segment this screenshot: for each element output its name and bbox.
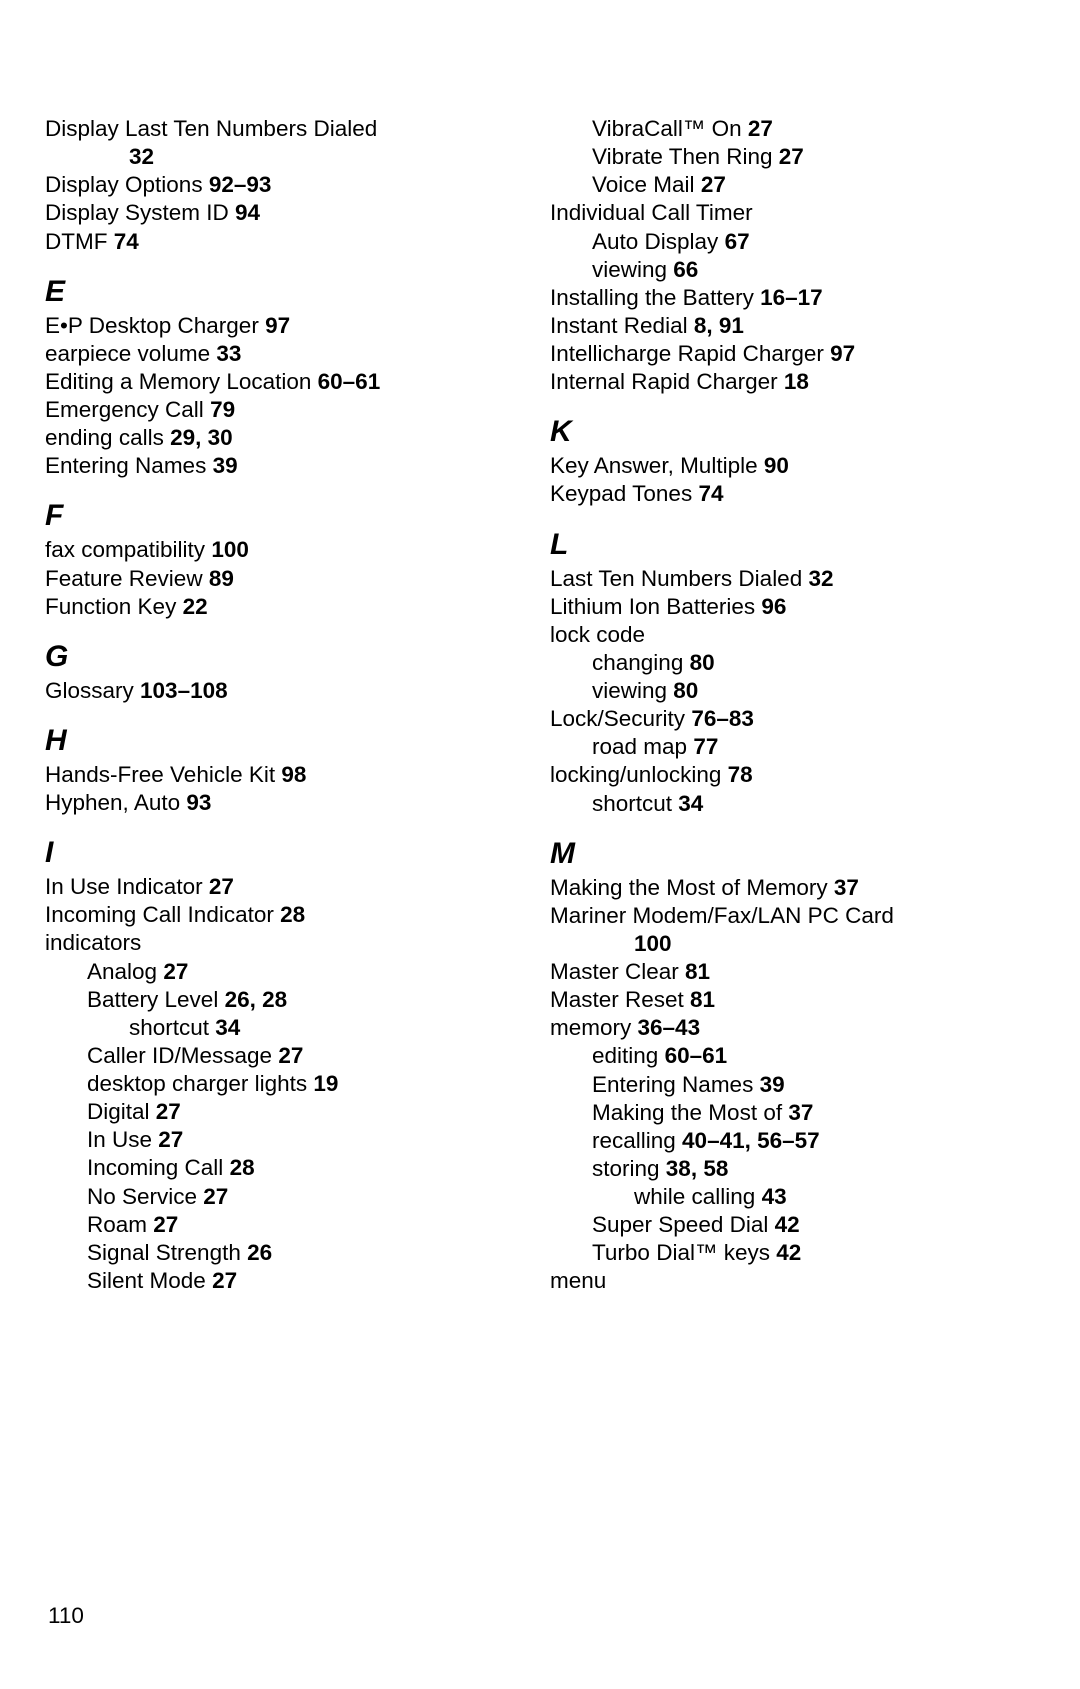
- index-entry: 32: [45, 143, 530, 171]
- index-entry: Lock/Security 76–83: [550, 705, 1035, 733]
- index-entry: Master Reset 81: [550, 986, 1035, 1014]
- group-i-cont: VibraCall™ On 27Vibrate Then Ring 27Voic…: [550, 115, 1035, 396]
- index-entry: Caller ID/Message 27: [45, 1042, 530, 1070]
- group-l: Last Ten Numbers Dialed 32Lithium Ion Ba…: [550, 565, 1035, 818]
- index-entry: Intellicharge Rapid Charger 97: [550, 340, 1035, 368]
- left-column: Display Last Ten Numbers Dialed32Display…: [45, 115, 530, 1296]
- index-entry: Mariner Modem/Fax/LAN PC Card: [550, 902, 1035, 930]
- index-entry: ending calls 29, 30: [45, 424, 530, 452]
- index-entry: 100: [550, 930, 1035, 958]
- index-entry: while calling 43: [550, 1183, 1035, 1211]
- index-entry: No Service 27: [45, 1183, 530, 1211]
- group-f: fax compatibility 100Feature Review 89Fu…: [45, 536, 530, 620]
- heading-e: E: [45, 274, 530, 310]
- index-entry: Function Key 22: [45, 593, 530, 621]
- group-h: Hands-Free Vehicle Kit 98Hyphen, Auto 93: [45, 761, 530, 817]
- index-entry: E•P Desktop Charger 97: [45, 312, 530, 340]
- index-entry: Internal Rapid Charger 18: [550, 368, 1035, 396]
- index-entry: Voice Mail 27: [550, 171, 1035, 199]
- index-entry: Battery Level 26, 28: [45, 986, 530, 1014]
- index-entry: indicators: [45, 929, 530, 957]
- group-k: Key Answer, Multiple 90Keypad Tones 74: [550, 452, 1035, 508]
- index-entry: Incoming Call 28: [45, 1154, 530, 1182]
- index-entry: Last Ten Numbers Dialed 32: [550, 565, 1035, 593]
- index-entry: Hyphen, Auto 93: [45, 789, 530, 817]
- heading-f: F: [45, 498, 530, 534]
- heading-h: H: [45, 723, 530, 759]
- index-entry: Editing a Memory Location 60–61: [45, 368, 530, 396]
- index-entry: Incoming Call Indicator 28: [45, 901, 530, 929]
- index-entry: Hands-Free Vehicle Kit 98: [45, 761, 530, 789]
- index-entry: storing 38, 58: [550, 1155, 1035, 1183]
- index-entry: Making the Most of 37: [550, 1099, 1035, 1127]
- index-entry: Vibrate Then Ring 27: [550, 143, 1035, 171]
- index-entry: Super Speed Dial 42: [550, 1211, 1035, 1239]
- index-entry: viewing 66: [550, 256, 1035, 284]
- index-entry: Feature Review 89: [45, 565, 530, 593]
- index-entry: Installing the Battery 16–17: [550, 284, 1035, 312]
- index-entry: Roam 27: [45, 1211, 530, 1239]
- index-entry: In Use Indicator 27: [45, 873, 530, 901]
- index-entry: Digital 27: [45, 1098, 530, 1126]
- index-entry: recalling 40–41, 56–57: [550, 1127, 1035, 1155]
- index-entry: menu: [550, 1267, 1035, 1295]
- index-entry: desktop charger lights 19: [45, 1070, 530, 1098]
- group-g: Glossary 103–108: [45, 677, 530, 705]
- index-entry: VibraCall™ On 27: [550, 115, 1035, 143]
- index-entry: Key Answer, Multiple 90: [550, 452, 1035, 480]
- index-entry: shortcut 34: [45, 1014, 530, 1042]
- group-m: Making the Most of Memory 37Mariner Mode…: [550, 874, 1035, 1296]
- index-entry: Keypad Tones 74: [550, 480, 1035, 508]
- index-entry: Turbo Dial™ keys 42: [550, 1239, 1035, 1267]
- page-number: 110: [48, 1603, 84, 1629]
- heading-m: M: [550, 836, 1035, 872]
- index-entry: Entering Names 39: [550, 1071, 1035, 1099]
- heading-i: I: [45, 835, 530, 871]
- index-columns: Display Last Ten Numbers Dialed32Display…: [45, 115, 1035, 1296]
- index-entry: Master Clear 81: [550, 958, 1035, 986]
- group-pre: Display Last Ten Numbers Dialed32Display…: [45, 115, 530, 256]
- index-entry: Instant Redial 8, 91: [550, 312, 1035, 340]
- index-entry: Individual Call Timer: [550, 199, 1035, 227]
- index-entry: Silent Mode 27: [45, 1267, 530, 1295]
- index-entry: DTMF 74: [45, 228, 530, 256]
- index-entry: memory 36–43: [550, 1014, 1035, 1042]
- index-entry: Auto Display 67: [550, 228, 1035, 256]
- heading-l: L: [550, 527, 1035, 563]
- index-entry: In Use 27: [45, 1126, 530, 1154]
- heading-g: G: [45, 639, 530, 675]
- index-entry: Making the Most of Memory 37: [550, 874, 1035, 902]
- index-entry: Emergency Call 79: [45, 396, 530, 424]
- index-entry: editing 60–61: [550, 1042, 1035, 1070]
- group-e: E•P Desktop Charger 97earpiece volume 33…: [45, 312, 530, 481]
- index-entry: road map 77: [550, 733, 1035, 761]
- index-entry: Analog 27: [45, 958, 530, 986]
- index-entry: Entering Names 39: [45, 452, 530, 480]
- heading-k: K: [550, 414, 1035, 450]
- index-entry: earpiece volume 33: [45, 340, 530, 368]
- index-entry: Display Last Ten Numbers Dialed: [45, 115, 530, 143]
- index-entry: shortcut 34: [550, 790, 1035, 818]
- index-entry: fax compatibility 100: [45, 536, 530, 564]
- index-entry: Display System ID 94: [45, 199, 530, 227]
- index-entry: locking/unlocking 78: [550, 761, 1035, 789]
- group-i: In Use Indicator 27Incoming Call Indicat…: [45, 873, 530, 1295]
- index-entry: Glossary 103–108: [45, 677, 530, 705]
- index-entry: changing 80: [550, 649, 1035, 677]
- index-entry: Signal Strength 26: [45, 1239, 530, 1267]
- index-entry: lock code: [550, 621, 1035, 649]
- right-column: VibraCall™ On 27Vibrate Then Ring 27Voic…: [550, 115, 1035, 1296]
- index-entry: Lithium Ion Batteries 96: [550, 593, 1035, 621]
- index-entry: Display Options 92–93: [45, 171, 530, 199]
- index-entry: viewing 80: [550, 677, 1035, 705]
